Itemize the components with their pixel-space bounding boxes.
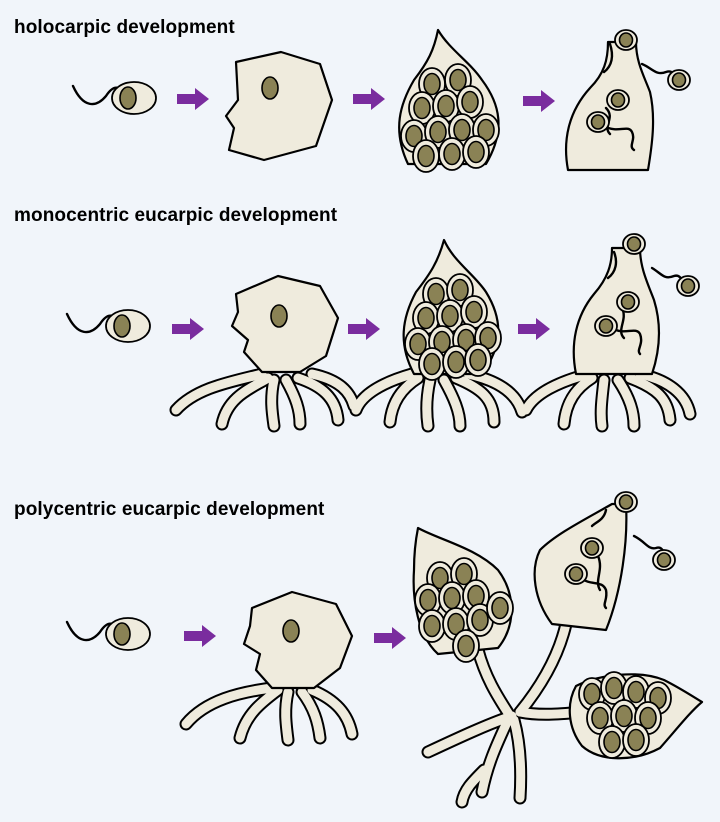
- branched-thallus: [421, 617, 591, 809]
- empty-zoosporangium: [533, 491, 638, 632]
- rhizoids: [169, 367, 697, 433]
- arrow-icon: [172, 318, 204, 340]
- holocarpic-row: [71, 28, 691, 173]
- arrow-icon: [348, 318, 380, 340]
- zoospore: [65, 308, 152, 344]
- released-zoospore: [640, 62, 691, 91]
- zoosporangium: [568, 671, 704, 760]
- zoosporangium: [402, 238, 502, 381]
- polycentric-row: [65, 491, 704, 809]
- rhizoids: [179, 681, 359, 747]
- zoosporangium: [412, 526, 514, 663]
- zoospore: [65, 616, 152, 652]
- holocarpic-title: holocarpic development: [14, 17, 235, 38]
- arrow-icon: [177, 88, 209, 110]
- monocentric-row: [65, 233, 700, 433]
- arrow-icon: [523, 90, 555, 112]
- zoospore: [71, 80, 158, 116]
- arrow-icon: [518, 318, 550, 340]
- zoosporangium: [398, 28, 500, 173]
- thallus-cell: [224, 50, 334, 162]
- arrow-icon: [184, 625, 216, 647]
- thallus-cell: [242, 590, 354, 690]
- released-zoospore: [650, 266, 700, 297]
- empty-zoosporangium: [564, 29, 655, 172]
- thallus-cell: [230, 274, 340, 374]
- polycentric-title: polycentric eucarpic development: [14, 499, 325, 520]
- empty-zoosporangium: [572, 233, 661, 376]
- arrow-icon: [374, 627, 406, 649]
- arrow-icon: [353, 88, 385, 110]
- monocentric-title: monocentric eucarpic development: [14, 205, 338, 226]
- released-zoospore: [632, 534, 676, 571]
